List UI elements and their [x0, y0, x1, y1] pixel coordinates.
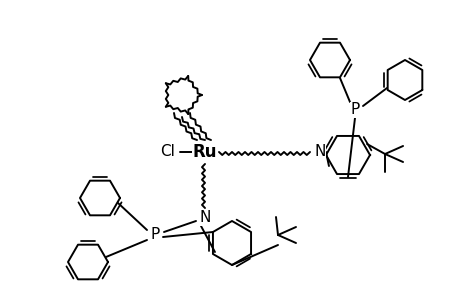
Text: N: N: [199, 211, 210, 226]
Text: Cl: Cl: [160, 145, 175, 160]
Text: P: P: [150, 227, 159, 242]
Text: N: N: [313, 145, 325, 160]
Text: Ru: Ru: [192, 143, 217, 161]
Text: P: P: [350, 103, 359, 118]
